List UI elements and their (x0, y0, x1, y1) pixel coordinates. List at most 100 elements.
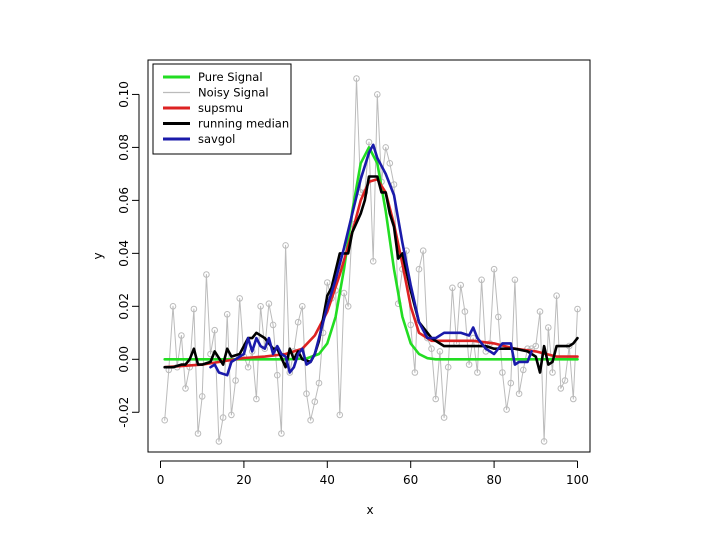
data-point (269, 321, 277, 329)
data-point (478, 276, 485, 284)
y-axis-label: y (91, 252, 105, 259)
data-point (561, 377, 569, 384)
data-point (265, 300, 273, 308)
data-point (419, 247, 427, 254)
data-point (344, 303, 352, 310)
data-point (223, 311, 231, 318)
legend-label: savgol (198, 132, 235, 146)
data-point (503, 406, 510, 413)
data-point (536, 308, 544, 315)
data-point (407, 321, 415, 329)
data-point (178, 332, 185, 339)
data-point (574, 305, 581, 313)
data-point (511, 276, 519, 284)
series-line-noisy-signal (164, 78, 578, 442)
data-point (228, 411, 235, 419)
data-point (444, 363, 452, 371)
data-point (307, 416, 314, 424)
data-point (507, 379, 515, 387)
data-point (198, 393, 206, 400)
data-point (549, 369, 556, 376)
data-point (274, 371, 281, 379)
x-tick-label: 40 (320, 473, 335, 487)
x-tick-label: 60 (403, 473, 418, 487)
data-point (369, 258, 377, 265)
data-point (540, 438, 548, 445)
data-point (532, 342, 540, 350)
data-point (465, 361, 473, 368)
data-point (570, 395, 577, 403)
data-point (215, 438, 223, 445)
data-point (382, 144, 390, 151)
data-point (499, 369, 506, 376)
data-point (490, 265, 498, 273)
data-point (557, 385, 565, 392)
data-point (294, 318, 302, 326)
data-point (232, 377, 239, 384)
data-point (415, 265, 423, 273)
y-tick-label: 0.10 (117, 81, 131, 108)
data-point (336, 411, 344, 419)
series-line-running-median (163, 175, 579, 374)
legend-label: supsmu (198, 101, 243, 115)
data-point (436, 348, 444, 355)
data-point (386, 160, 394, 167)
data-point (203, 271, 210, 278)
data-point (353, 75, 360, 82)
data-point (553, 292, 560, 300)
data-point (211, 326, 218, 334)
data-point (253, 395, 260, 403)
data-point (520, 366, 527, 374)
x-axis-label: x (366, 503, 373, 517)
data-point (282, 242, 289, 249)
y-tick-label: 0.00 (117, 346, 131, 373)
data-point (257, 303, 264, 310)
legend-label: running median (198, 117, 289, 131)
data-point (440, 414, 448, 421)
data-point (311, 398, 319, 406)
data-point (495, 313, 502, 321)
y-tick-label: 0.06 (117, 187, 131, 214)
series-line-savgol (209, 143, 533, 377)
data-point (374, 91, 381, 98)
data-point (428, 345, 435, 353)
data-point (474, 369, 481, 376)
x-axis: 0 20 40 60 80 100 (157, 460, 589, 487)
data-point (315, 379, 323, 387)
data-point (219, 414, 227, 421)
x-tick-label: 80 (486, 473, 501, 487)
data-point (449, 284, 456, 292)
data-point (340, 289, 348, 297)
data-point (515, 390, 523, 398)
data-point (194, 430, 202, 437)
x-tick-label: 100 (566, 473, 589, 487)
data-point (190, 305, 198, 313)
data-point (411, 369, 419, 376)
x-tick-label: 20 (236, 473, 251, 487)
y-tick-label: -0.02 (117, 397, 131, 428)
data-point (457, 281, 465, 289)
y-axis: -0.02 0.00 0.02 0.04 0.06 0.08 0.10 (117, 81, 140, 428)
data-point (236, 295, 243, 302)
legend-label: Noisy Signal (198, 86, 269, 100)
data-point (169, 303, 177, 310)
data-point (461, 308, 469, 315)
data-point (278, 430, 285, 437)
data-point (161, 416, 168, 424)
data-point (432, 395, 440, 403)
data-point (303, 390, 310, 398)
data-point (182, 385, 189, 392)
legend-label: Pure Signal (198, 70, 263, 84)
plot-frame (147, 59, 591, 453)
x-tick-label: 0 (157, 473, 165, 487)
data-point (299, 303, 306, 310)
y-tick-label: 0.02 (117, 293, 131, 320)
y-tick-label: 0.08 (117, 134, 131, 161)
series-layer (161, 75, 581, 445)
y-tick-label: 0.04 (117, 240, 131, 267)
data-point (244, 363, 252, 371)
data-point (545, 324, 552, 331)
